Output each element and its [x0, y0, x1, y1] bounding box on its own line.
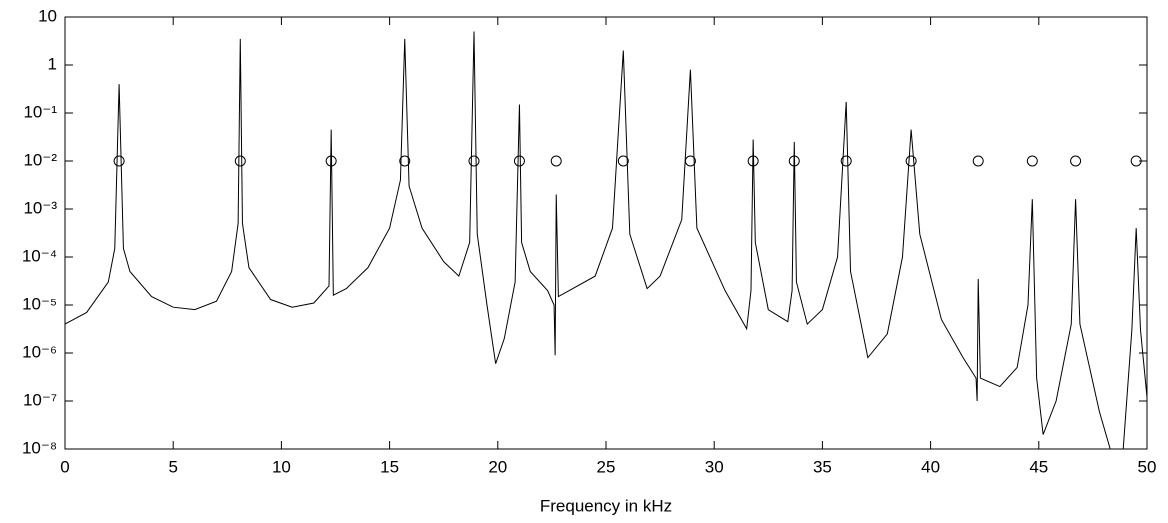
x-tick-label: 50	[1138, 457, 1157, 476]
marker	[399, 155, 411, 167]
marker	[747, 155, 759, 167]
marker	[234, 155, 246, 167]
x-tick-label: 25	[597, 457, 616, 476]
marker	[905, 155, 917, 167]
marker	[788, 155, 800, 167]
marker	[513, 155, 525, 167]
marker	[617, 155, 629, 167]
x-tick-label: 20	[488, 457, 507, 476]
x-tick-label: 40	[921, 457, 940, 476]
x-tick-label: 30	[705, 457, 724, 476]
y-tick-label: 10⁻⁴	[22, 246, 57, 265]
x-axis-label: Frequency in kHz	[540, 496, 672, 515]
x-tick-label: 0	[60, 457, 69, 476]
y-tick-label: 10⁻⁵	[22, 294, 57, 313]
marker	[325, 155, 337, 167]
marker	[684, 155, 696, 167]
y-tick-label: 10⁻³	[23, 198, 57, 217]
y-tick-label: 10⁻²	[23, 150, 57, 169]
marker	[468, 155, 480, 167]
y-tick-label: 10⁻⁶	[22, 342, 57, 361]
response-line	[65, 31, 1147, 449]
marker	[840, 155, 852, 167]
x-tick-label: 15	[380, 457, 399, 476]
y-tick-label: 1	[48, 54, 57, 73]
plot-frame	[64, 16, 1148, 450]
x-tick-label: 45	[1029, 457, 1048, 476]
marker	[550, 155, 562, 167]
y-tick-label: 10⁻⁸	[22, 438, 57, 457]
marker	[1130, 155, 1142, 167]
x-tick-label: 10	[272, 457, 291, 476]
marker	[1026, 155, 1038, 167]
y-tick-label: 10	[38, 6, 57, 25]
marker	[1070, 155, 1082, 167]
marker	[972, 155, 984, 167]
y-tick-label: 10⁻⁷	[23, 390, 57, 409]
marker	[113, 155, 125, 167]
x-tick-label: 35	[813, 457, 832, 476]
y-tick-label: 10⁻¹	[23, 102, 57, 121]
x-tick-label: 5	[168, 457, 177, 476]
